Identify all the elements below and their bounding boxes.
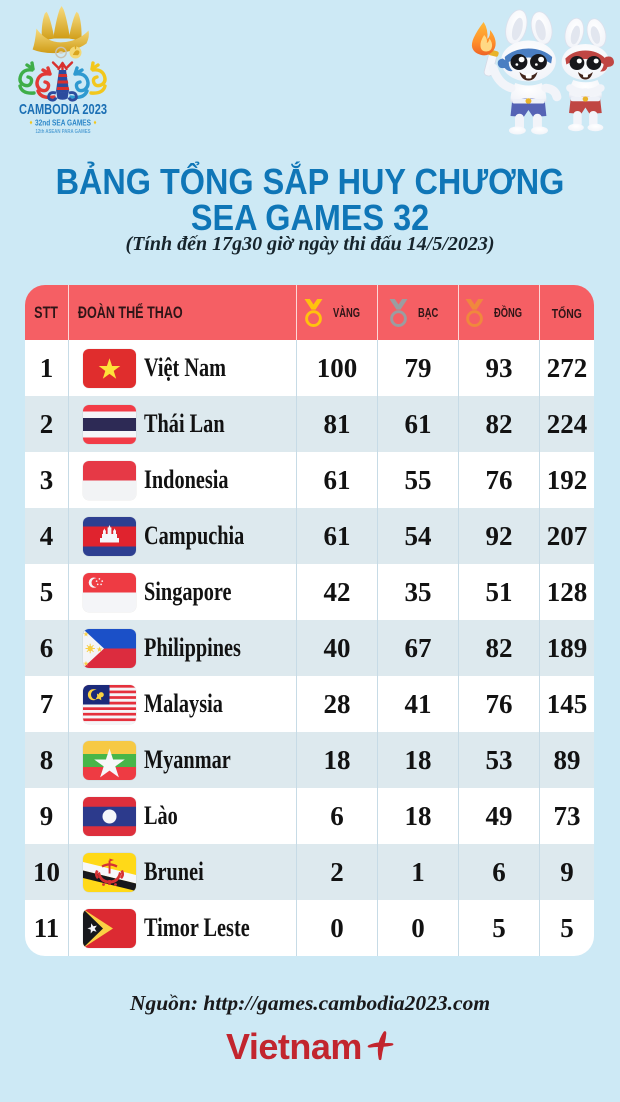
svg-text:12th ASEAN PARA GAMES: 12th ASEAN PARA GAMES xyxy=(36,129,91,135)
svg-text:32nd SEA GAMES: 32nd SEA GAMES xyxy=(35,118,91,128)
svg-text:CAMBODIA 2023: CAMBODIA 2023 xyxy=(19,101,107,118)
